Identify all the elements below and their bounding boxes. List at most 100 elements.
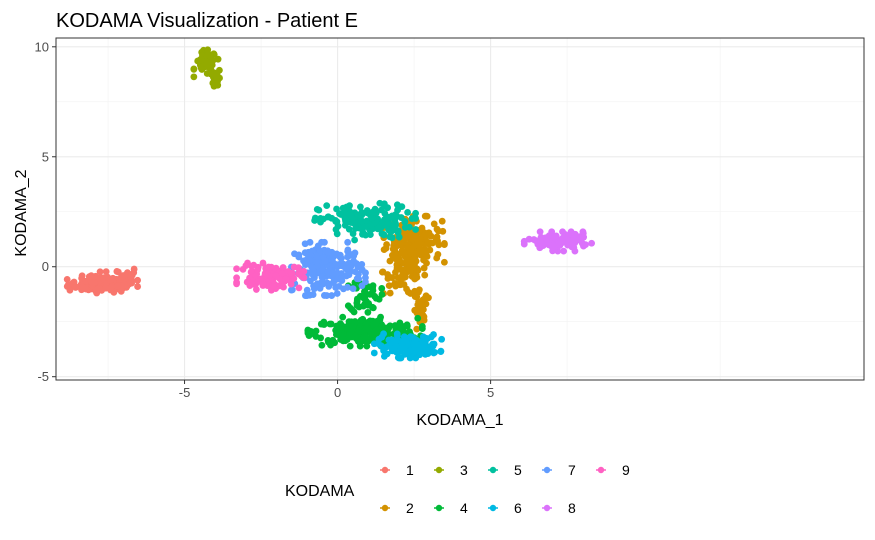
data-point (362, 274, 369, 282)
data-point (536, 244, 544, 251)
data-point (392, 338, 400, 346)
data-point (347, 328, 355, 336)
data-point (423, 253, 431, 260)
data-point (259, 259, 267, 267)
data-point (411, 293, 419, 301)
data-point (396, 241, 404, 248)
data-point (369, 287, 377, 295)
data-point (269, 282, 277, 290)
legend-item-4: 4 (434, 500, 468, 516)
data-point (326, 320, 334, 328)
data-point (550, 241, 558, 249)
plot-panel-border (55, 37, 865, 381)
data-point (362, 231, 370, 239)
data-point (440, 239, 448, 247)
data-point (204, 46, 212, 54)
data-point (209, 70, 217, 78)
legend-key-marker (489, 466, 497, 474)
data-point (378, 268, 386, 276)
scatter-points (63, 46, 596, 362)
data-point (433, 235, 440, 243)
data-point (333, 290, 341, 297)
data-point (321, 238, 328, 246)
data-point (88, 279, 96, 287)
data-point (239, 265, 247, 273)
data-point (352, 332, 359, 340)
data-point (337, 323, 345, 331)
data-point (403, 321, 411, 329)
data-point (254, 278, 262, 285)
data-point (265, 263, 273, 271)
data-point (290, 275, 298, 282)
data-point (263, 270, 271, 278)
legend-key-marker (381, 466, 389, 474)
legend-label: 9 (622, 462, 630, 478)
data-point (295, 284, 303, 292)
data-point (386, 233, 394, 241)
data-point (312, 327, 320, 335)
data-point (370, 349, 378, 357)
data-point (342, 264, 350, 272)
legend-item-6: 6 (488, 500, 522, 516)
data-point (582, 241, 589, 248)
legend-label: 4 (460, 500, 468, 516)
data-point (214, 55, 222, 63)
data-point (288, 286, 296, 294)
data-point (437, 348, 445, 356)
legend-item-8: 8 (542, 500, 576, 516)
x-tick-label: -5 (179, 385, 191, 400)
legend-item-7: 7 (542, 462, 576, 478)
data-point (337, 274, 345, 282)
data-point (385, 282, 393, 289)
data-point (401, 218, 409, 226)
data-point (588, 239, 596, 247)
data-point (79, 283, 87, 291)
data-point (549, 247, 556, 255)
data-point (418, 304, 426, 312)
legend-key-marker (381, 504, 389, 512)
legend-key-marker (543, 466, 551, 474)
data-point (386, 257, 394, 265)
data-point (309, 268, 317, 275)
data-point (358, 209, 366, 216)
data-point (580, 233, 588, 241)
data-point (344, 253, 351, 261)
data-point (410, 346, 418, 353)
data-point (233, 265, 240, 273)
data-point (413, 325, 421, 333)
data-point (118, 274, 126, 281)
legend-label: 2 (406, 500, 414, 516)
data-point (335, 282, 343, 290)
data-point (383, 214, 391, 222)
data-point (568, 240, 576, 248)
data-point (346, 342, 354, 350)
series-7 (287, 238, 369, 299)
data-point (391, 322, 399, 329)
legend-label: 3 (460, 462, 468, 478)
data-point (418, 325, 426, 333)
data-point (66, 286, 74, 294)
axis-ticks: -5 0 5 -5 0 5 10 (35, 39, 495, 400)
series-4 (304, 279, 426, 350)
data-point (400, 333, 408, 341)
data-point (358, 282, 366, 290)
data-point (392, 219, 399, 227)
data-point (203, 51, 211, 59)
data-point (393, 201, 401, 209)
data-point (254, 266, 261, 274)
data-point (246, 282, 254, 289)
data-point (69, 279, 77, 287)
data-point (305, 332, 313, 340)
data-point (282, 275, 290, 283)
data-point (344, 238, 352, 246)
legend-label: 6 (514, 500, 522, 516)
data-point (321, 257, 329, 265)
data-point (310, 285, 318, 293)
data-point (78, 272, 86, 280)
legend-item-3: 3 (434, 462, 468, 478)
data-point (301, 249, 309, 257)
data-point (386, 289, 394, 297)
data-point (304, 326, 312, 334)
series-5 (311, 199, 420, 244)
data-point (438, 217, 446, 225)
